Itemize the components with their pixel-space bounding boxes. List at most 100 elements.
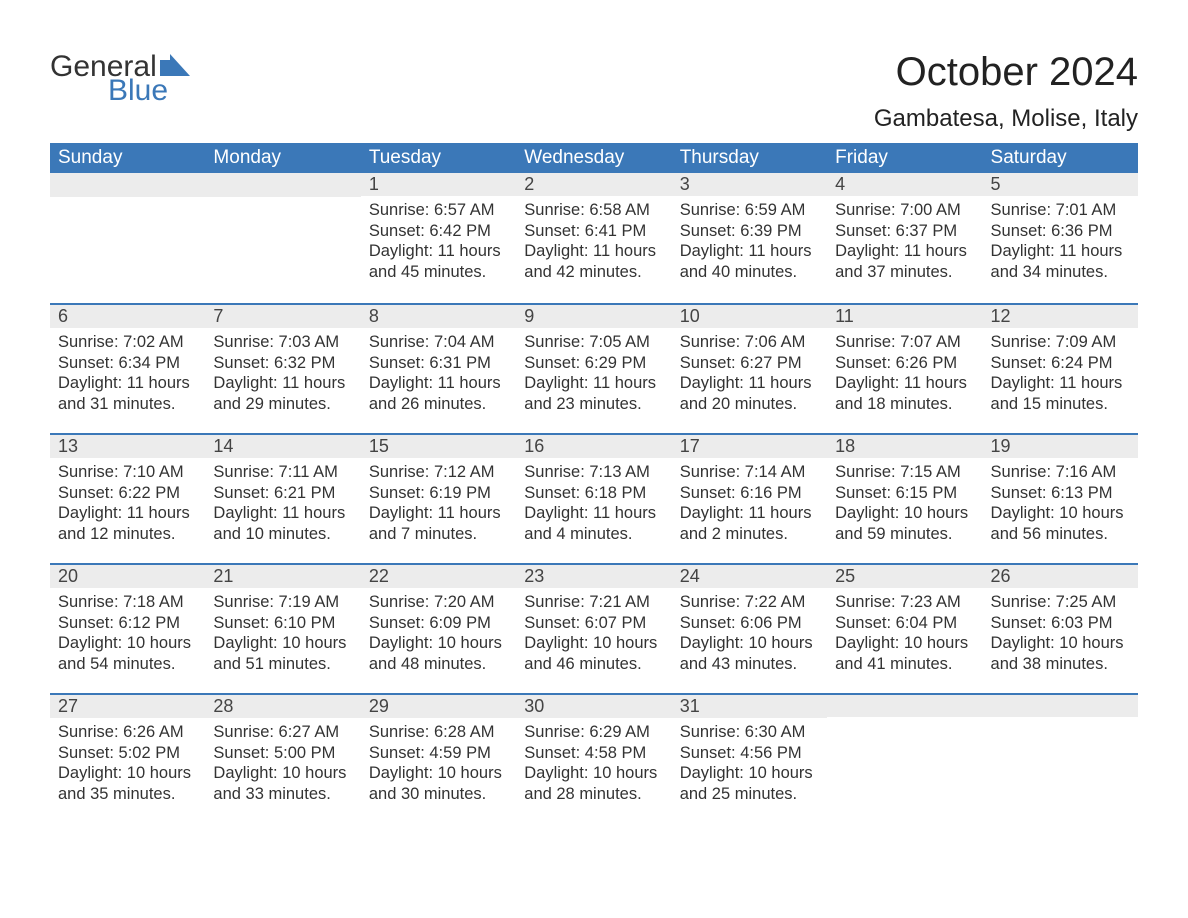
day-number: 2 [516, 173, 671, 196]
daylight-line: Daylight: 10 hours and 33 minutes. [213, 763, 352, 804]
calendar-day-cell: 23Sunrise: 7:21 AMSunset: 6:07 PMDayligh… [516, 563, 671, 693]
sunset-line: Sunset: 6:10 PM [213, 613, 352, 634]
sunrise-line: Sunrise: 7:01 AM [991, 200, 1130, 221]
weekday-header: Thursday [672, 143, 827, 173]
calendar-day-cell: 2Sunrise: 6:58 AMSunset: 6:41 PMDaylight… [516, 173, 671, 303]
daylight-line: Daylight: 10 hours and 46 minutes. [524, 633, 663, 674]
calendar-day-cell: 21Sunrise: 7:19 AMSunset: 6:10 PMDayligh… [205, 563, 360, 693]
sunset-line: Sunset: 6:29 PM [524, 353, 663, 374]
day-number: 9 [516, 303, 671, 328]
sunrise-line: Sunrise: 6:58 AM [524, 200, 663, 221]
day-number: 26 [983, 563, 1138, 588]
calendar-day-cell: 29Sunrise: 6:28 AMSunset: 4:59 PMDayligh… [361, 693, 516, 823]
daylight-line: Daylight: 11 hours and 29 minutes. [213, 373, 352, 414]
empty-day-bar [827, 693, 982, 717]
calendar-header-row: SundayMondayTuesdayWednesdayThursdayFrid… [50, 143, 1138, 173]
day-details: Sunrise: 7:10 AMSunset: 6:22 PMDaylight:… [50, 458, 205, 549]
sunrise-line: Sunrise: 7:07 AM [835, 332, 974, 353]
sunset-line: Sunset: 6:41 PM [524, 221, 663, 242]
calendar-day-cell: 1Sunrise: 6:57 AMSunset: 6:42 PMDaylight… [361, 173, 516, 303]
calendar-day-cell: 17Sunrise: 7:14 AMSunset: 6:16 PMDayligh… [672, 433, 827, 563]
calendar-day-cell: 3Sunrise: 6:59 AMSunset: 6:39 PMDaylight… [672, 173, 827, 303]
sunrise-line: Sunrise: 7:13 AM [524, 462, 663, 483]
weekday-header: Friday [827, 143, 982, 173]
daylight-line: Daylight: 11 hours and 45 minutes. [369, 241, 508, 282]
daylight-line: Daylight: 11 hours and 15 minutes. [991, 373, 1130, 414]
sunset-line: Sunset: 6:19 PM [369, 483, 508, 504]
day-details: Sunrise: 7:16 AMSunset: 6:13 PMDaylight:… [983, 458, 1138, 549]
day-number: 28 [205, 693, 360, 718]
sunrise-line: Sunrise: 6:27 AM [213, 722, 352, 743]
day-details: Sunrise: 7:01 AMSunset: 6:36 PMDaylight:… [983, 196, 1138, 287]
day-details: Sunrise: 7:05 AMSunset: 6:29 PMDaylight:… [516, 328, 671, 419]
day-number: 3 [672, 173, 827, 196]
calendar-day-cell: 15Sunrise: 7:12 AMSunset: 6:19 PMDayligh… [361, 433, 516, 563]
sunset-line: Sunset: 6:15 PM [835, 483, 974, 504]
weekday-header: Monday [205, 143, 360, 173]
calendar-day-cell: 6Sunrise: 7:02 AMSunset: 6:34 PMDaylight… [50, 303, 205, 433]
daylight-line: Daylight: 11 hours and 4 minutes. [524, 503, 663, 544]
sunset-line: Sunset: 6:13 PM [991, 483, 1130, 504]
daylight-line: Daylight: 10 hours and 51 minutes. [213, 633, 352, 674]
daylight-line: Daylight: 10 hours and 30 minutes. [369, 763, 508, 804]
calendar-day-cell: 24Sunrise: 7:22 AMSunset: 6:06 PMDayligh… [672, 563, 827, 693]
day-number: 27 [50, 693, 205, 718]
calendar-day-cell: 13Sunrise: 7:10 AMSunset: 6:22 PMDayligh… [50, 433, 205, 563]
sunrise-line: Sunrise: 7:09 AM [991, 332, 1130, 353]
day-details: Sunrise: 7:03 AMSunset: 6:32 PMDaylight:… [205, 328, 360, 419]
empty-day-bar [205, 173, 360, 197]
day-number: 12 [983, 303, 1138, 328]
sunrise-line: Sunrise: 6:30 AM [680, 722, 819, 743]
daylight-line: Daylight: 11 hours and 23 minutes. [524, 373, 663, 414]
day-number: 8 [361, 303, 516, 328]
sunset-line: Sunset: 6:32 PM [213, 353, 352, 374]
day-details: Sunrise: 7:12 AMSunset: 6:19 PMDaylight:… [361, 458, 516, 549]
sunrise-line: Sunrise: 7:23 AM [835, 592, 974, 613]
calendar-empty-cell [827, 693, 982, 823]
day-details: Sunrise: 6:58 AMSunset: 6:41 PMDaylight:… [516, 196, 671, 287]
calendar-empty-cell [983, 693, 1138, 823]
daylight-line: Daylight: 11 hours and 12 minutes. [58, 503, 197, 544]
daylight-line: Daylight: 11 hours and 18 minutes. [835, 373, 974, 414]
day-details: Sunrise: 7:14 AMSunset: 6:16 PMDaylight:… [672, 458, 827, 549]
sunset-line: Sunset: 6:36 PM [991, 221, 1130, 242]
day-details: Sunrise: 6:30 AMSunset: 4:56 PMDaylight:… [672, 718, 827, 809]
day-details: Sunrise: 7:25 AMSunset: 6:03 PMDaylight:… [983, 588, 1138, 679]
daylight-line: Daylight: 10 hours and 43 minutes. [680, 633, 819, 674]
sunrise-line: Sunrise: 7:03 AM [213, 332, 352, 353]
calendar-day-cell: 27Sunrise: 6:26 AMSunset: 5:02 PMDayligh… [50, 693, 205, 823]
day-details: Sunrise: 7:20 AMSunset: 6:09 PMDaylight:… [361, 588, 516, 679]
day-number: 25 [827, 563, 982, 588]
daylight-line: Daylight: 11 hours and 20 minutes. [680, 373, 819, 414]
daylight-line: Daylight: 11 hours and 34 minutes. [991, 241, 1130, 282]
sunset-line: Sunset: 6:39 PM [680, 221, 819, 242]
day-number: 19 [983, 433, 1138, 458]
calendar-day-cell: 26Sunrise: 7:25 AMSunset: 6:03 PMDayligh… [983, 563, 1138, 693]
sunrise-line: Sunrise: 7:00 AM [835, 200, 974, 221]
calendar-empty-cell [50, 173, 205, 303]
day-number: 18 [827, 433, 982, 458]
sunset-line: Sunset: 6:21 PM [213, 483, 352, 504]
day-details: Sunrise: 7:21 AMSunset: 6:07 PMDaylight:… [516, 588, 671, 679]
calendar-day-cell: 22Sunrise: 7:20 AMSunset: 6:09 PMDayligh… [361, 563, 516, 693]
calendar-day-cell: 9Sunrise: 7:05 AMSunset: 6:29 PMDaylight… [516, 303, 671, 433]
day-details: Sunrise: 7:02 AMSunset: 6:34 PMDaylight:… [50, 328, 205, 419]
calendar-week-row: 20Sunrise: 7:18 AMSunset: 6:12 PMDayligh… [50, 563, 1138, 693]
day-number: 21 [205, 563, 360, 588]
brand-word-2: Blue [108, 74, 168, 108]
day-number: 15 [361, 433, 516, 458]
location-subtitle: Gambatesa, Molise, Italy [874, 105, 1138, 133]
sunset-line: Sunset: 6:26 PM [835, 353, 974, 374]
sunrise-line: Sunrise: 7:22 AM [680, 592, 819, 613]
calendar-day-cell: 11Sunrise: 7:07 AMSunset: 6:26 PMDayligh… [827, 303, 982, 433]
calendar-day-cell: 8Sunrise: 7:04 AMSunset: 6:31 PMDaylight… [361, 303, 516, 433]
sunrise-line: Sunrise: 7:25 AM [991, 592, 1130, 613]
day-details: Sunrise: 6:29 AMSunset: 4:58 PMDaylight:… [516, 718, 671, 809]
empty-day-bar [983, 693, 1138, 717]
sunset-line: Sunset: 6:31 PM [369, 353, 508, 374]
weekday-header: Saturday [983, 143, 1138, 173]
sunset-line: Sunset: 6:03 PM [991, 613, 1130, 634]
day-details: Sunrise: 6:59 AMSunset: 6:39 PMDaylight:… [672, 196, 827, 287]
daylight-line: Daylight: 10 hours and 54 minutes. [58, 633, 197, 674]
sunset-line: Sunset: 5:02 PM [58, 743, 197, 764]
